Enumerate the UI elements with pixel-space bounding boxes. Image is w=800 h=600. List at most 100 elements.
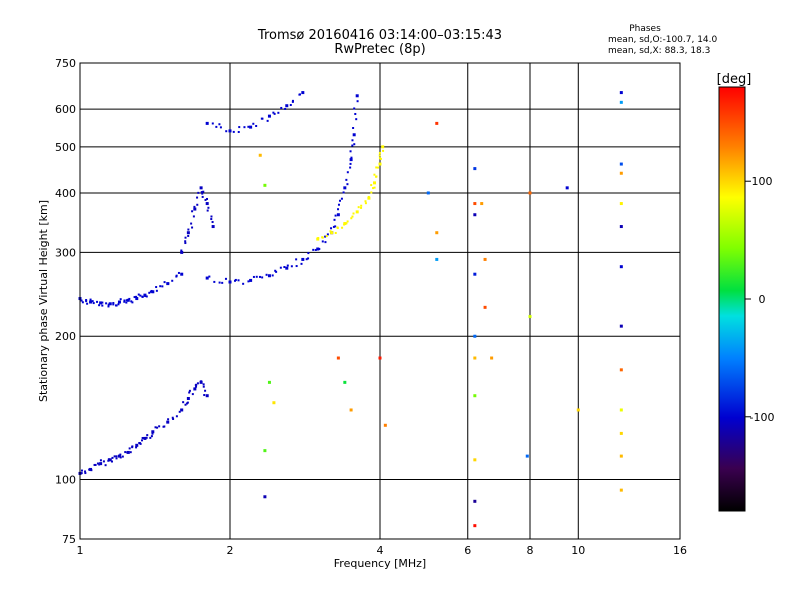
y-tick-label: 750	[55, 57, 76, 70]
data-point	[180, 250, 184, 254]
trace-dot	[346, 220, 349, 223]
x-tick-label: 4	[377, 544, 384, 557]
data-point	[193, 387, 197, 391]
trace-dot	[193, 205, 196, 208]
trace-dot	[145, 436, 148, 439]
trace-dot	[112, 303, 115, 306]
data-point	[205, 121, 209, 125]
trace-dot	[291, 99, 294, 102]
trace-dot	[129, 451, 132, 454]
trace-dot	[372, 187, 375, 190]
colorbar-label: [deg]	[717, 72, 752, 87]
trace-dot	[370, 184, 373, 187]
trace-dot	[139, 442, 142, 445]
data-point	[285, 104, 289, 108]
trace-dot	[107, 459, 110, 462]
trace-dot	[128, 447, 131, 450]
scatter-point	[426, 191, 430, 195]
scatter-point	[473, 272, 477, 276]
scatter-point	[473, 202, 477, 206]
data-point	[249, 278, 253, 282]
trace-dot	[312, 248, 315, 251]
data-point	[99, 301, 103, 305]
trace-dot	[353, 143, 356, 146]
trace-dot	[128, 297, 131, 300]
trace-dot	[339, 199, 342, 202]
scatter-point	[473, 394, 477, 398]
trace-dot	[349, 150, 352, 153]
scatter-point	[528, 315, 532, 319]
trace-dot	[196, 382, 199, 385]
trace-dot	[234, 278, 237, 281]
scatter-point	[619, 488, 623, 492]
trace-dot	[211, 122, 214, 125]
trace-dot	[307, 252, 310, 255]
trace-dot	[360, 204, 363, 207]
trace-dot	[237, 279, 240, 282]
trace-dot	[155, 289, 158, 292]
data-point	[301, 91, 305, 95]
scatter-point	[258, 153, 262, 157]
data-points	[78, 91, 623, 528]
trace-dot	[210, 215, 213, 218]
scatter-point	[619, 454, 623, 458]
trace-dot	[352, 212, 355, 215]
trace-dot	[266, 119, 269, 122]
trace-dot	[190, 222, 193, 225]
trace-dot	[271, 274, 274, 277]
scatter-point	[619, 100, 623, 104]
trace-dot	[195, 383, 198, 386]
trace-dot	[191, 226, 194, 229]
y-tick-label: 100	[55, 474, 76, 487]
trace-dot	[247, 125, 250, 128]
trace-dot	[321, 236, 324, 239]
data-point	[151, 430, 155, 434]
scatter-point	[619, 368, 623, 372]
trace-dot	[138, 441, 141, 444]
trace-dot	[172, 417, 175, 420]
trace-dot	[289, 104, 292, 107]
trace-dot	[346, 183, 349, 186]
axis-ticks: 1 2 4 6 8 10 16 75 100 200 300 400 500 600 750	[55, 57, 687, 557]
x-tick-label: 1	[77, 544, 84, 557]
trace-dot	[340, 197, 343, 200]
trace-dot	[255, 124, 258, 127]
trace-dot	[345, 178, 348, 181]
trace-dot	[341, 226, 344, 229]
trace-dot	[107, 305, 110, 308]
trace-dot	[375, 166, 378, 169]
trace-dot	[324, 235, 327, 238]
x-tick-label: 6	[464, 544, 471, 557]
y-tick-label: 300	[55, 246, 76, 259]
y-tick-label: 500	[55, 141, 76, 154]
trace-dot	[139, 294, 142, 297]
y-tick-label: 200	[55, 330, 76, 343]
trace-dot	[272, 111, 275, 114]
trace-dot	[148, 291, 151, 294]
trace-dot	[305, 258, 308, 261]
scatter-point	[619, 408, 623, 412]
trace-dot	[255, 275, 258, 278]
scatter-point	[435, 257, 439, 261]
trace-dot	[201, 192, 204, 195]
data-point	[355, 94, 359, 98]
scatter-point	[473, 499, 477, 503]
data-point	[378, 162, 382, 166]
scatter-point	[435, 121, 439, 125]
trace-dot	[123, 299, 126, 302]
chart-subtitle: RwPretec (8p)	[334, 42, 425, 57]
trace-dot	[353, 107, 356, 110]
trace-dot	[318, 247, 321, 250]
trace-dot	[200, 191, 203, 194]
trace-dot	[355, 118, 358, 121]
trace-dot	[175, 274, 178, 277]
trace-dot	[280, 106, 283, 109]
scatter-point	[383, 423, 387, 427]
trace-dot	[215, 125, 218, 128]
trace-dot	[224, 277, 227, 280]
trace-dot	[96, 462, 99, 465]
scatter-point	[619, 171, 623, 175]
data-point	[228, 129, 232, 133]
data-point	[355, 210, 359, 214]
